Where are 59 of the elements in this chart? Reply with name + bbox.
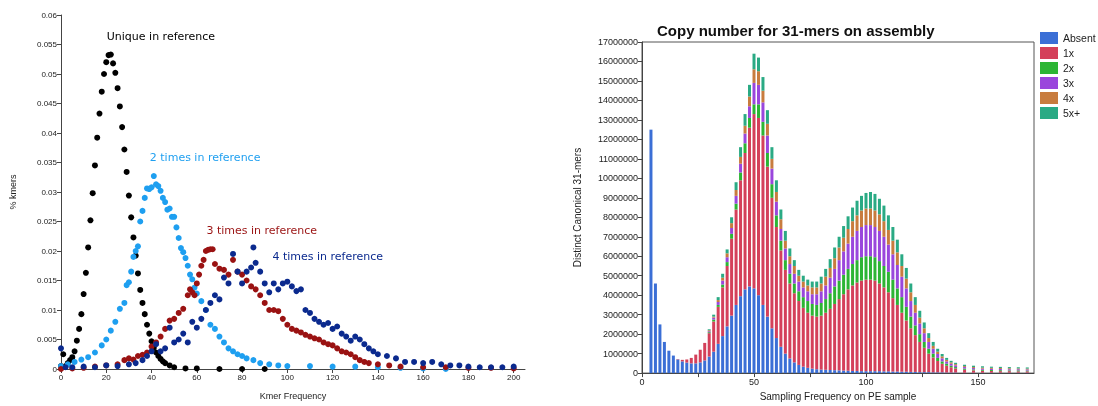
y-tick-label: 14000000 — [597, 95, 638, 106]
legend-label: 3x — [1063, 77, 1075, 89]
legend-label: 1x — [1063, 47, 1075, 59]
y-tick-label: 16000000 — [597, 56, 638, 67]
y-axis-title: % kmers — [7, 174, 18, 210]
x-tick-label: 0 — [639, 376, 645, 387]
series-label: Unique in reference — [106, 29, 216, 43]
y-tick-label: 1000000 — [602, 348, 638, 359]
y-tick-label: 0 — [52, 364, 58, 374]
y-tick-label: 0.025 — [36, 217, 58, 226]
y-tick-label: 0.06 — [41, 10, 58, 20]
x-tick-label: 40 — [147, 372, 157, 382]
y-tick-label: 0.015 — [36, 276, 58, 285]
legend-label: 5x+ — [1063, 107, 1081, 119]
y-tick-label: 0.05 — [41, 69, 58, 79]
x-tick-label: 200 — [507, 372, 521, 382]
y-tick-label: 11000000 — [598, 153, 638, 164]
y-tick-label: 0.005 — [36, 335, 58, 344]
y-axis-title: Distinct Canonical 31-mers — [571, 147, 583, 268]
y-tick-label: 0.03 — [41, 187, 58, 197]
x-tick-label: 20 — [101, 372, 112, 382]
y-tick-label: 9000000 — [602, 192, 638, 203]
y-tick-label: 17000000 — [597, 37, 638, 47]
y-tick-label: 15000000 — [597, 75, 638, 86]
x-tick-label: 80 — [237, 372, 248, 382]
y-tick-label: 8000000 — [602, 212, 638, 223]
y-tick-label: 7000000 — [602, 231, 638, 242]
y-tick-label: 2000000 — [602, 329, 638, 340]
series-label: 2 times in reference — [149, 151, 261, 165]
chart-title: Copy number for 31-mers on assembly — [657, 22, 936, 39]
y-tick-label: 0.04 — [41, 128, 58, 138]
legend-label: 4x — [1063, 92, 1075, 104]
legend-label: 2x — [1063, 62, 1075, 74]
x-tick-label: 180 — [461, 372, 476, 382]
series-label: 3 times in reference — [206, 224, 318, 238]
x-tick-label: 140 — [371, 372, 386, 382]
y-tick-label: 6000000 — [602, 251, 638, 262]
y-tick-label: 0.01 — [41, 305, 58, 315]
y-tick-label: 0.02 — [41, 246, 58, 256]
x-tick-label: 160 — [416, 372, 431, 382]
x-axis-title: Sampling Frequency on PE sample — [759, 390, 917, 402]
x-tick-label: 100 — [858, 376, 874, 387]
y-tick-label: 12000000 — [597, 134, 638, 145]
x-tick-label: 60 — [192, 372, 202, 382]
y-tick-label: 0.055 — [36, 40, 58, 49]
y-tick-label: 0.045 — [36, 99, 58, 108]
y-tick-label: 3000000 — [602, 309, 638, 320]
series-label: 4 times in reference — [272, 249, 384, 263]
x-tick-label: 50 — [748, 376, 760, 387]
y-tick-label: 0.035 — [36, 158, 58, 167]
y-tick-label: 5000000 — [602, 270, 638, 281]
y-tick-label: 13000000 — [597, 114, 638, 125]
x-tick-label: 150 — [970, 376, 986, 387]
y-tick-label: 10000000 — [597, 173, 638, 184]
y-tick-label: 4000000 — [602, 290, 638, 301]
x-tick-label: 120 — [325, 372, 340, 382]
x-axis-title: Kmer Frequency — [259, 390, 327, 401]
legend-label: Absent — [1063, 32, 1096, 44]
x-tick-label: 100 — [280, 372, 295, 382]
